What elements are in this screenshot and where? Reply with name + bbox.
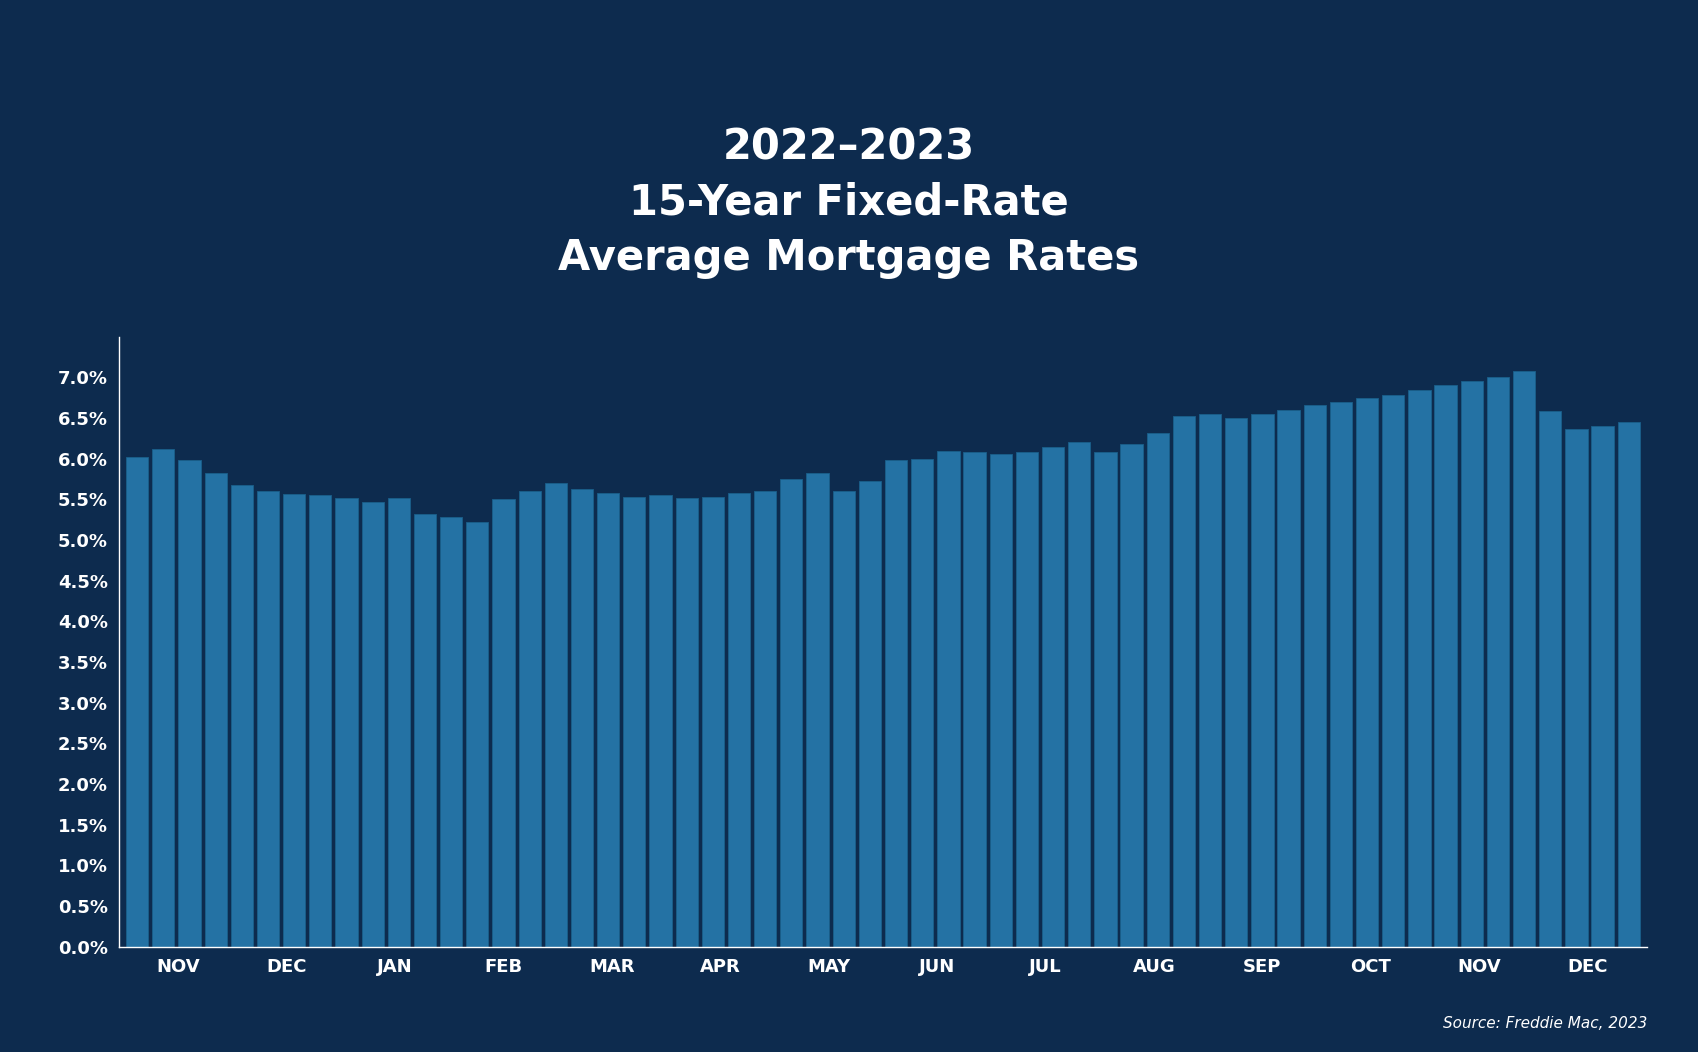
Bar	[1068, 443, 1090, 947]
Bar	[1408, 389, 1430, 947]
Bar	[885, 461, 907, 947]
Bar	[1199, 413, 1221, 947]
Bar	[309, 495, 331, 947]
Bar	[1173, 417, 1195, 947]
Bar	[1094, 452, 1117, 947]
Bar	[754, 491, 776, 947]
Bar	[153, 449, 175, 947]
Bar	[1043, 447, 1065, 947]
Bar	[676, 498, 698, 947]
Bar	[256, 491, 278, 947]
Bar	[1435, 385, 1457, 947]
Bar	[467, 522, 489, 947]
Bar	[598, 492, 620, 947]
Bar	[623, 497, 645, 947]
Bar	[1591, 426, 1613, 947]
Bar	[807, 473, 829, 947]
Bar	[414, 514, 436, 947]
Bar	[1460, 382, 1482, 947]
Bar	[781, 479, 803, 947]
Bar	[1146, 432, 1168, 947]
Text: 2022–2023
15-Year Fixed-Rate
Average Mortgage Rates: 2022–2023 15-Year Fixed-Rate Average Mor…	[559, 126, 1139, 279]
Bar	[1304, 405, 1326, 947]
Bar	[963, 452, 985, 947]
Bar	[387, 498, 409, 947]
Bar	[362, 502, 384, 947]
Bar	[1382, 396, 1404, 947]
Bar	[571, 489, 593, 947]
Bar	[1357, 398, 1379, 947]
Bar	[1487, 378, 1510, 947]
Bar	[284, 493, 306, 947]
Bar	[336, 498, 358, 947]
Bar	[1015, 452, 1037, 947]
Bar	[1224, 418, 1248, 947]
Bar	[545, 483, 567, 947]
Bar	[937, 450, 959, 947]
Bar	[1277, 410, 1299, 947]
Bar	[1330, 402, 1352, 947]
Bar	[859, 482, 881, 947]
Bar	[178, 461, 200, 947]
Bar	[204, 473, 228, 947]
Bar	[440, 518, 462, 947]
Text: Source: Freddie Mac, 2023: Source: Freddie Mac, 2023	[1443, 1016, 1647, 1031]
Bar	[1251, 413, 1274, 947]
Bar	[1121, 444, 1143, 947]
Bar	[832, 491, 854, 947]
Bar	[649, 495, 672, 947]
Bar	[1566, 429, 1588, 947]
Bar	[231, 485, 253, 947]
Bar	[1513, 370, 1535, 947]
Bar	[126, 457, 148, 947]
Bar	[518, 491, 542, 947]
Bar	[1538, 411, 1562, 947]
Bar	[701, 497, 723, 947]
Bar	[728, 492, 751, 947]
Bar	[1618, 422, 1640, 947]
Bar	[492, 500, 514, 947]
Bar	[912, 459, 934, 947]
Bar	[990, 453, 1012, 947]
